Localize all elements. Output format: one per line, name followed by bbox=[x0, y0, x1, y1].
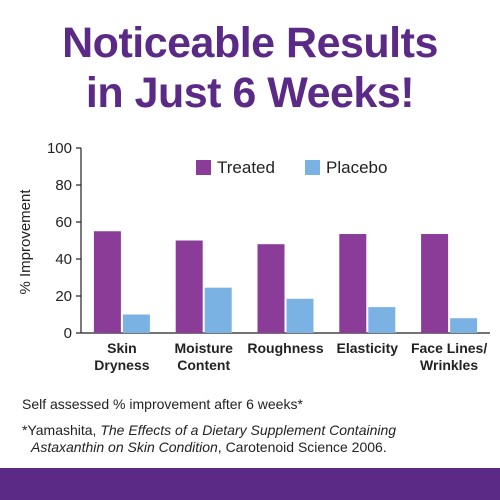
x-tick-label: Wrinkles bbox=[420, 357, 478, 373]
x-tick-label: Face Lines/ bbox=[411, 340, 487, 356]
y-tick-label: 100 bbox=[47, 140, 72, 157]
bar-chart: % Improvement 0 20 40 60 80 100 Treated Placeb… bbox=[17, 140, 490, 373]
bar-placebo bbox=[450, 318, 478, 333]
x-tick-label: Dryness bbox=[94, 357, 149, 373]
legend: Treated Placebo bbox=[196, 158, 387, 177]
legend-label-placebo: Placebo bbox=[326, 158, 387, 177]
y-tick-label: 80 bbox=[55, 177, 72, 194]
x-tick-label: Moisture bbox=[175, 340, 234, 356]
note-text: Self assessed % improvement after 6 week… bbox=[22, 396, 303, 412]
footer-band bbox=[0, 468, 500, 500]
bar-placebo bbox=[368, 307, 396, 333]
citation-prefix: *Yamashita, bbox=[22, 422, 101, 438]
bar-placebo bbox=[286, 298, 314, 333]
citation-title-1: The Effects of a Dietary Supplement Cont… bbox=[100, 422, 397, 438]
y-tick-label: 60 bbox=[55, 214, 72, 231]
legend-swatch-treated bbox=[196, 160, 211, 175]
axes: 0 20 40 60 80 100 bbox=[47, 140, 490, 342]
y-tick-label: 20 bbox=[55, 288, 72, 305]
bars-group bbox=[93, 231, 478, 333]
bar-treated bbox=[93, 231, 121, 333]
x-tick-label: Roughness bbox=[247, 340, 323, 356]
citation-suffix: , Carotenoid Science 2006. bbox=[217, 439, 387, 455]
y-tick-label: 40 bbox=[55, 251, 72, 268]
y-tick-label: 0 bbox=[64, 325, 72, 342]
bar-treated bbox=[175, 240, 203, 333]
y-axis-label: % Improvement bbox=[17, 189, 34, 295]
x-tick-label: Content bbox=[177, 357, 230, 373]
x-tick-label: Skin bbox=[107, 340, 137, 356]
title-line-2: in Just 6 Weeks! bbox=[85, 69, 415, 117]
bar-treated bbox=[257, 244, 285, 333]
title-line-1: Noticeable Results bbox=[62, 19, 438, 67]
legend-label-treated: Treated bbox=[217, 158, 275, 177]
bar-treated bbox=[421, 234, 449, 333]
legend-swatch-placebo bbox=[305, 160, 320, 175]
x-tick-label: Elasticity bbox=[337, 340, 399, 356]
page-title: Noticeable Results in Just 6 Weeks! bbox=[0, 18, 500, 118]
bar-placebo bbox=[204, 287, 232, 333]
citation-title-2: Astaxanthin on Skin Condition bbox=[31, 439, 218, 455]
citation-text: *Yamashita, The Effects of a Dietary Sup… bbox=[22, 422, 492, 456]
bar-placebo bbox=[122, 314, 150, 333]
bar-treated bbox=[339, 234, 367, 333]
